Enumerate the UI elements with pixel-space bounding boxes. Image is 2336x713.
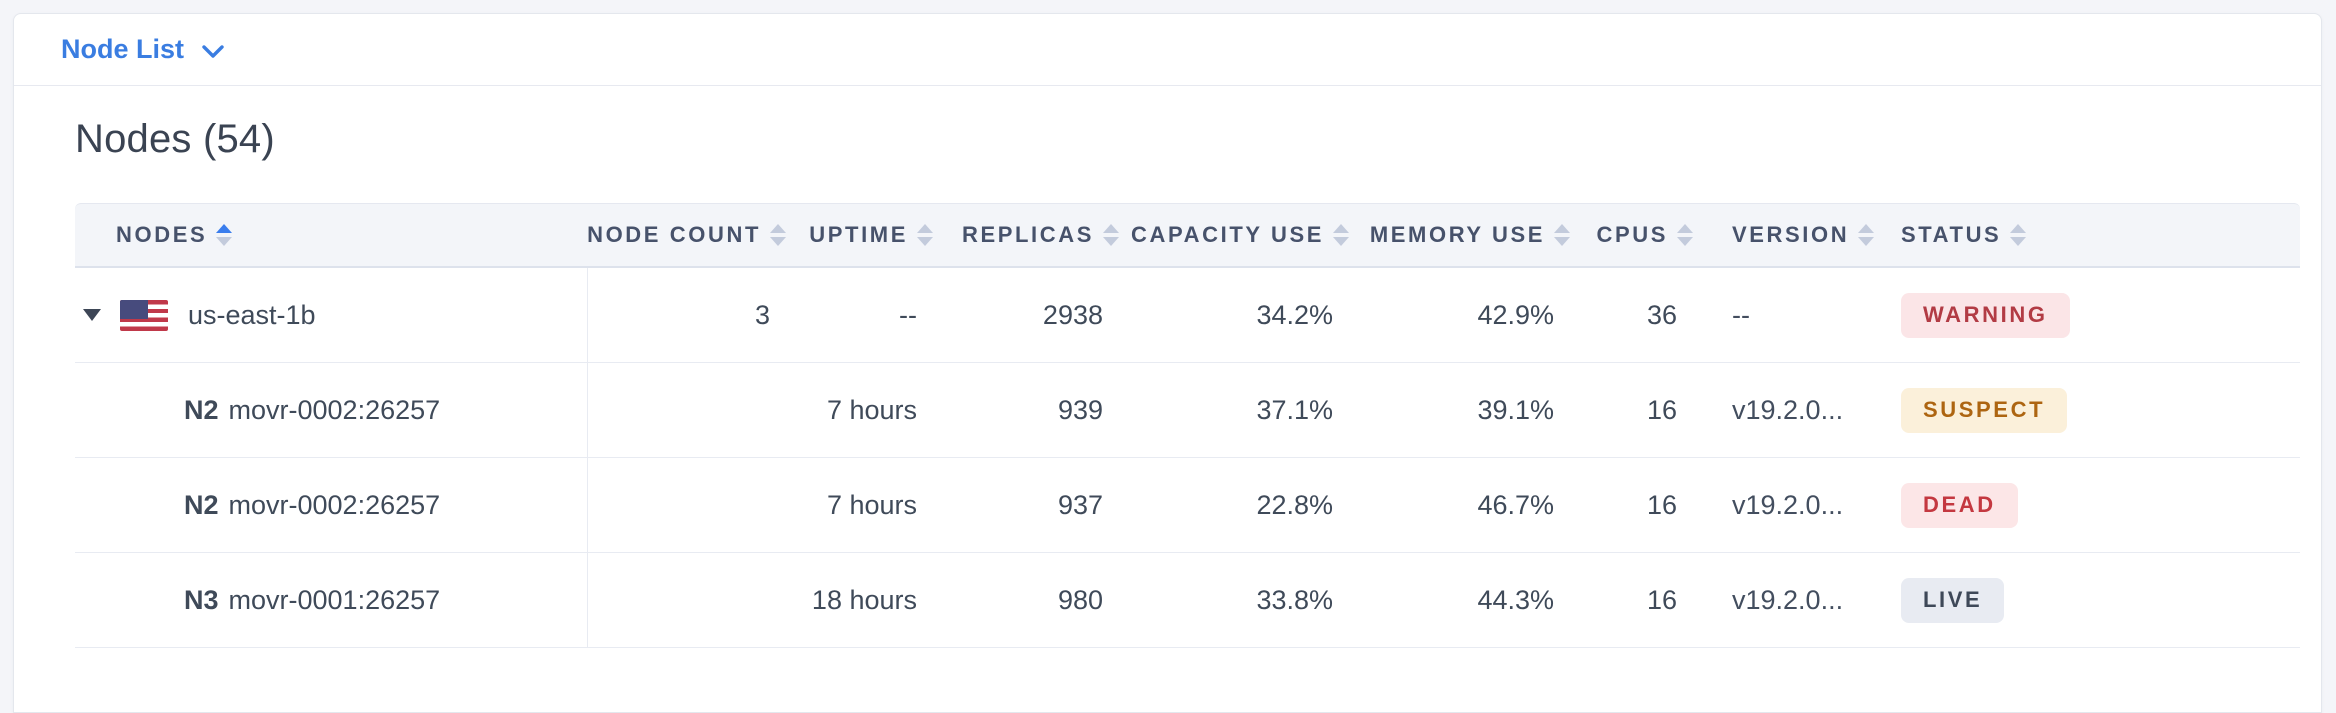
node-list-card: Node List Nodes (54) NODES NODE COUNT UP… [13, 13, 2322, 713]
column-header-replicas[interactable]: REPLICAS [941, 204, 1127, 266]
node-cell[interactable]: N2 movr-0002:26257 [75, 363, 588, 457]
node-address: movr-0002:26257 [228, 394, 441, 425]
column-header-uptime[interactable]: UPTIME [794, 204, 941, 266]
sort-icon[interactable] [216, 224, 233, 246]
replicas-cell: 939 [1057, 394, 1103, 425]
column-header-node-count[interactable]: NODE COUNT [587, 204, 794, 266]
table-row-node[interactable]: N2 movr-0002:26257 7 hours 939 37.1% 39.… [75, 363, 2300, 458]
sort-icon[interactable] [1677, 224, 1693, 246]
node-id: N3 [184, 584, 219, 615]
status-cell: SUSPECT [1871, 363, 2300, 457]
table-header-row: NODES NODE COUNT UPTIME REPLICAS CAPACIT… [75, 203, 2300, 268]
node-count-cell [588, 363, 794, 457]
memory-use-cell: 44.3% [1477, 584, 1554, 615]
cpus-cell: 16 [1646, 584, 1677, 615]
view-selector-label: Node List [61, 34, 185, 64]
page-title: Nodes (54) [75, 117, 275, 161]
sort-icon[interactable] [2010, 224, 2027, 246]
replicas-cell: 2938 [1042, 299, 1103, 330]
sort-icon[interactable] [1858, 224, 1875, 246]
column-header-cpus[interactable]: CPUS [1578, 204, 1701, 266]
sort-icon[interactable] [1554, 224, 1570, 246]
region-cell: us-east-1b [75, 268, 588, 362]
node-id: N2 [184, 394, 219, 425]
sort-icon[interactable] [1333, 224, 1349, 246]
version-cell: v19.2.0... [1732, 584, 1844, 615]
replicas-cell: 937 [1057, 489, 1103, 520]
column-header-capacity-use[interactable]: CAPACITY USE [1127, 204, 1357, 266]
status-badge: WARNING [1901, 292, 2070, 338]
content: Nodes (54) NODES NODE COUNT UPTIME REPLI… [14, 117, 2321, 648]
column-header-memory-use[interactable]: MEMORY USE [1357, 204, 1578, 266]
table-row-node[interactable]: N2 movr-0002:26257 7 hours 937 22.8% 46.… [75, 458, 2300, 553]
status-badge: SUSPECT [1901, 387, 2068, 433]
column-header-status[interactable]: STATUS [1871, 204, 2300, 266]
capacity-use-cell: 37.1% [1256, 394, 1333, 425]
view-selector-dropdown[interactable]: Node List [61, 34, 224, 65]
table-row-node[interactable]: N3 movr-0001:26257 18 hours 980 33.8% 44… [75, 553, 2300, 648]
status-badge: DEAD [1901, 482, 2018, 528]
sort-icon[interactable] [770, 224, 786, 246]
capacity-use-cell: 34.2% [1256, 299, 1333, 330]
status-cell: DEAD [1871, 458, 2300, 552]
capacity-use-cell: 33.8% [1256, 584, 1333, 615]
replicas-cell: 980 [1057, 584, 1103, 615]
sort-icon[interactable] [917, 224, 933, 246]
table-row-region[interactable]: us-east-1b 3 -- 2938 34.2% 42.9% 36 -- W… [75, 268, 2300, 363]
node-address: movr-0002:26257 [228, 489, 441, 520]
cpus-cell: 36 [1646, 299, 1677, 330]
nodes-table: NODES NODE COUNT UPTIME REPLICAS CAPACIT… [75, 203, 2300, 648]
node-cell[interactable]: N3 movr-0001:26257 [75, 553, 588, 647]
column-header-nodes[interactable]: NODES [75, 204, 588, 266]
node-count-cell [588, 458, 794, 552]
region-name: us-east-1b [188, 299, 316, 330]
node-id: N2 [184, 489, 219, 520]
status-cell: LIVE [1871, 553, 2300, 647]
uptime-cell: 7 hours [826, 394, 917, 425]
topbar: Node List [14, 14, 2321, 86]
us-flag-icon [120, 299, 168, 331]
sort-icon[interactable] [1103, 224, 1119, 246]
uptime-cell: 18 hours [811, 584, 917, 615]
memory-use-cell: 42.9% [1477, 299, 1554, 330]
node-address: movr-0001:26257 [228, 584, 441, 615]
version-cell: v19.2.0... [1732, 489, 1844, 520]
node-count-cell: 3 [754, 299, 770, 330]
capacity-use-cell: 22.8% [1256, 489, 1333, 520]
column-header-version[interactable]: VERSION [1701, 204, 1875, 266]
status-cell: WARNING [1871, 268, 2300, 362]
node-cell[interactable]: N2 movr-0002:26257 [75, 458, 588, 552]
version-cell: -- [1732, 299, 1750, 330]
chevron-down-icon [202, 44, 224, 58]
uptime-cell: -- [899, 299, 917, 330]
cpus-cell: 16 [1646, 394, 1677, 425]
cpus-cell: 16 [1646, 489, 1677, 520]
uptime-cell: 7 hours [826, 489, 917, 520]
status-badge: LIVE [1901, 577, 2005, 623]
memory-use-cell: 39.1% [1477, 394, 1554, 425]
node-count-cell [588, 553, 794, 647]
collapse-caret-icon[interactable] [83, 309, 101, 321]
version-cell: v19.2.0... [1732, 394, 1844, 425]
memory-use-cell: 46.7% [1477, 489, 1554, 520]
